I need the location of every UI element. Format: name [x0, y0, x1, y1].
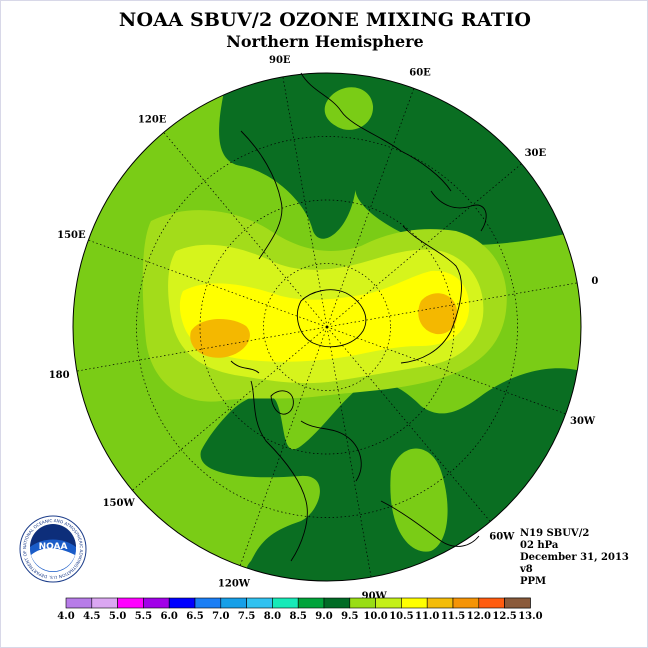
colorbar-tick-label: 10.0: [363, 611, 387, 622]
colorbar-swatch: [246, 597, 273, 609]
info-date: December 31, 2013: [520, 552, 629, 563]
colorbar-swatch: [91, 597, 118, 609]
longitude-label: 120W: [218, 579, 251, 590]
colorbar-swatch: [220, 597, 247, 609]
colorbar-tick-label: 6.0: [160, 611, 177, 622]
hemisphere-boundary: [72, 72, 582, 582]
latitude-circle: [136, 136, 518, 518]
ozone-patch-north: [324, 87, 374, 130]
colorbar-swatch: [143, 597, 170, 609]
noaa-logo: NATIONAL OCEANIC AND ATMOSPHERIC ADMINIS…: [19, 515, 87, 583]
colorbar-tick-label: 4.0: [57, 611, 74, 622]
coastline: [380, 500, 480, 547]
info-instrument: N19 SBUV/2: [520, 528, 590, 539]
coastlines: [230, 72, 487, 562]
colorbar-swatch: [452, 597, 480, 609]
colorbar-tick-label: 9.0: [315, 611, 332, 622]
colorbar-tick-label: 9.5: [341, 611, 358, 622]
longitude-label: 150W: [103, 498, 136, 509]
longitude-label: 0: [591, 276, 598, 287]
ozone-max-europe: [418, 293, 458, 335]
coastline: [300, 420, 362, 482]
map-title: NOAA SBUV/2 OZONE MIXING RATIO: [118, 9, 532, 31]
ozone-band-10-5: [179, 270, 470, 362]
colorbar-swatch: [168, 597, 196, 609]
colorbar-swatch: [401, 597, 428, 609]
colorbar-swatch: [349, 597, 376, 609]
info-version: v8: [520, 564, 533, 575]
longitude-label: 90E: [269, 55, 291, 66]
longitude-label: 120E: [138, 115, 167, 126]
lat-lon-grid: [76, 76, 578, 578]
noaa-logo-word: NOAA: [39, 542, 68, 552]
coastline: [240, 130, 283, 260]
info-units: PPM: [520, 576, 547, 587]
coastline: [250, 380, 308, 562]
coastline: [400, 225, 462, 364]
colorbar-swatch: [272, 597, 299, 609]
longitude-labels: 90E 60E 30E 0 30W 60W 90W 120W 150W 180 150E 120E: [49, 55, 599, 602]
colorbar-swatch: [65, 597, 93, 609]
ozone-max-pacific: [190, 319, 250, 358]
latitude-circle: [199, 199, 455, 455]
coastline: [270, 390, 294, 415]
coastline: [230, 360, 260, 374]
colorbar-tick-label: 5.0: [109, 611, 126, 622]
colorbar-tick-label: 4.5: [83, 611, 100, 622]
longitude-label: 90W: [362, 591, 388, 602]
coastline: [297, 289, 367, 348]
colorbar-tick-label: 13.0: [518, 611, 542, 622]
info-pressure-level: 02 hPa: [520, 540, 559, 551]
colorbar-tick-label: 10.5: [389, 611, 413, 622]
colorbar-tick-label: 7.5: [238, 611, 255, 622]
latitude-circle: [263, 263, 391, 391]
colorbar: 4.0 4.5 5.0 5.5 6.0 6.5 7.0 7.5 8.0 8.5 9.0 9.5 10.0…: [57, 597, 543, 622]
colorbar-tick-label: 6.5: [186, 611, 203, 622]
longitude-label: 30E: [525, 148, 547, 159]
colorbar-tick-label: 11.5: [441, 611, 465, 622]
colorbar-swatch: [297, 597, 325, 609]
longitude-label: 60E: [409, 67, 431, 78]
longitude-label: 60W: [489, 531, 515, 542]
longitude-label: 30W: [570, 416, 596, 427]
colorbar-swatch: [323, 597, 351, 609]
colorbar-tick-label: 5.5: [135, 611, 152, 622]
coastline: [430, 190, 487, 232]
ozone-patch-atlantic: [390, 448, 448, 552]
colorbar-swatch: [117, 597, 144, 609]
colorbar-tick-label: 8.5: [289, 611, 306, 622]
colorbar-swatch: [504, 597, 531, 609]
longitude-label: 180: [49, 370, 70, 381]
colorbar-swatch: [375, 597, 402, 609]
colorbar-swatch: [194, 597, 222, 609]
longitude-label: 150E: [57, 230, 86, 241]
colorbar-swatch: [478, 597, 505, 609]
colorbar-tick-label: 8.0: [264, 611, 281, 622]
colorbar-tick-label: 12.5: [492, 611, 516, 622]
map-subtitle: Northern Hemisphere: [226, 32, 424, 51]
coastline: [300, 72, 452, 192]
colorbar-swatch: [426, 597, 454, 609]
colorbar-tick-label: 12.0: [467, 611, 491, 622]
colorbar-tick-label: 11.0: [415, 611, 439, 622]
ozone-field: [73, 73, 581, 581]
colorbar-tick-label: 7.0: [212, 611, 229, 622]
